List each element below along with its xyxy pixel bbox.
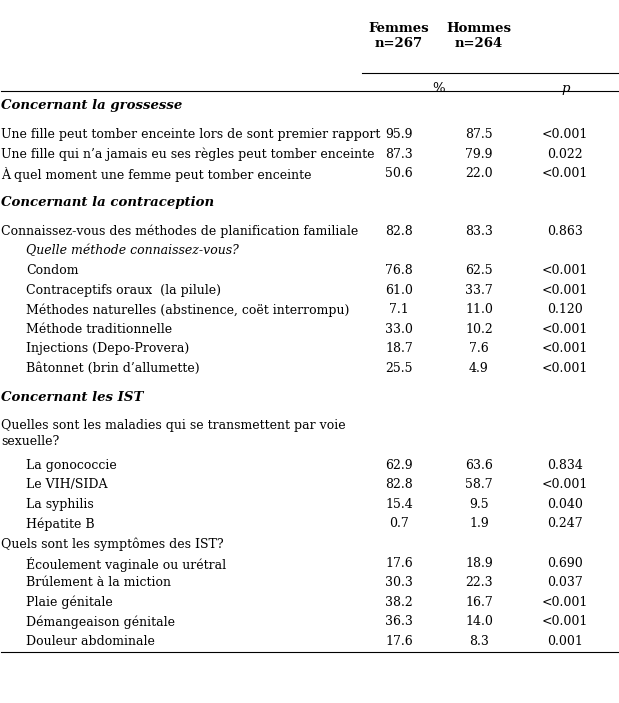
Text: 22.0: 22.0 xyxy=(465,167,493,181)
Text: Plaie génitale: Plaie génitale xyxy=(26,596,113,610)
Text: <0.001: <0.001 xyxy=(542,264,589,277)
Text: 76.8: 76.8 xyxy=(385,264,413,277)
Text: 9.5: 9.5 xyxy=(469,498,489,511)
Text: 87.3: 87.3 xyxy=(385,148,413,161)
Text: 61.0: 61.0 xyxy=(385,283,413,297)
Text: 36.3: 36.3 xyxy=(385,616,413,628)
Text: 33.7: 33.7 xyxy=(465,283,493,297)
Text: Contraceptifs oraux  (la pilule): Contraceptifs oraux (la pilule) xyxy=(26,283,221,297)
Text: 38.2: 38.2 xyxy=(385,596,413,609)
Text: %: % xyxy=(433,82,445,95)
Text: 15.4: 15.4 xyxy=(385,498,413,511)
Text: À quel moment une femme peut tomber enceinte: À quel moment une femme peut tomber ence… xyxy=(1,167,312,182)
Text: 62.5: 62.5 xyxy=(465,264,493,277)
Text: 63.6: 63.6 xyxy=(465,458,493,472)
Text: 4.9: 4.9 xyxy=(469,362,489,375)
Text: 33.0: 33.0 xyxy=(385,323,413,336)
Text: Injections (Depo-Provera): Injections (Depo-Provera) xyxy=(26,342,189,356)
Text: Condom: Condom xyxy=(26,264,79,277)
Text: 16.7: 16.7 xyxy=(465,596,493,609)
Text: 0.120: 0.120 xyxy=(547,303,583,316)
Text: 87.5: 87.5 xyxy=(465,128,493,141)
Text: Femmes
n=267: Femmes n=267 xyxy=(368,22,429,51)
Text: 11.0: 11.0 xyxy=(465,303,493,316)
Text: Quelle méthode connaissez-vous?: Quelle méthode connaissez-vous? xyxy=(26,245,239,257)
Text: La gonococcie: La gonococcie xyxy=(26,458,117,472)
Text: Une fille peut tomber enceinte lors de sont premier rapport: Une fille peut tomber enceinte lors de s… xyxy=(1,128,381,141)
Text: <0.001: <0.001 xyxy=(542,616,589,628)
Text: Méthode traditionnelle: Méthode traditionnelle xyxy=(26,323,172,336)
Text: Écoulement vaginale ou urétral: Écoulement vaginale ou urétral xyxy=(26,557,226,572)
Text: <0.001: <0.001 xyxy=(542,478,589,491)
Text: La syphilis: La syphilis xyxy=(26,498,94,511)
Text: 0.863: 0.863 xyxy=(547,225,583,238)
Text: Le VIH/SIDA: Le VIH/SIDA xyxy=(26,478,108,491)
Text: Bâtonnet (brin d’allumette): Bâtonnet (brin d’allumette) xyxy=(26,362,200,375)
Text: Concernant la contraception: Concernant la contraception xyxy=(1,196,215,209)
Text: Démangeaison génitale: Démangeaison génitale xyxy=(26,616,175,629)
Text: 7.1: 7.1 xyxy=(389,303,409,316)
Text: 0.7: 0.7 xyxy=(389,517,409,531)
Text: 82.8: 82.8 xyxy=(385,225,413,238)
Text: 7.6: 7.6 xyxy=(469,342,489,356)
Text: 14.0: 14.0 xyxy=(465,616,493,628)
Text: p: p xyxy=(561,82,569,95)
Text: 0.040: 0.040 xyxy=(547,498,583,511)
Text: 50.6: 50.6 xyxy=(385,167,413,181)
Text: 0.037: 0.037 xyxy=(547,576,583,589)
Text: Hommes
n=264: Hommes n=264 xyxy=(446,22,511,51)
Text: 22.3: 22.3 xyxy=(465,576,493,589)
Text: 0.022: 0.022 xyxy=(547,148,583,161)
Text: 83.3: 83.3 xyxy=(465,225,493,238)
Text: Concernant la grossesse: Concernant la grossesse xyxy=(1,99,183,112)
Text: <0.001: <0.001 xyxy=(542,323,589,336)
Text: Brúlement à la miction: Brúlement à la miction xyxy=(26,576,171,589)
Text: 58.7: 58.7 xyxy=(465,478,493,491)
Text: 0.247: 0.247 xyxy=(547,517,583,531)
Text: 25.5: 25.5 xyxy=(385,362,413,375)
Text: 0.690: 0.690 xyxy=(547,557,583,569)
Text: Quels sont les symptômes des IST?: Quels sont les symptômes des IST? xyxy=(1,537,224,550)
Text: 62.9: 62.9 xyxy=(385,458,413,472)
Text: 95.9: 95.9 xyxy=(385,128,413,141)
Text: <0.001: <0.001 xyxy=(542,283,589,297)
Text: 17.6: 17.6 xyxy=(385,557,413,569)
Text: Méthodes naturelles (abstinence, coët interrompu): Méthodes naturelles (abstinence, coët in… xyxy=(26,303,349,316)
Text: 1.9: 1.9 xyxy=(469,517,489,531)
Text: Quelles sont les maladies qui se transmettent par voie
sexuelle?: Quelles sont les maladies qui se transme… xyxy=(1,420,346,449)
Text: Connaissez-vous des méthodes de planification familiale: Connaissez-vous des méthodes de planific… xyxy=(1,225,358,238)
Text: Concernant les IST: Concernant les IST xyxy=(1,391,144,404)
Text: 82.8: 82.8 xyxy=(385,478,413,491)
Text: 0.001: 0.001 xyxy=(547,635,583,648)
Text: Une fille qui n’a jamais eu ses règles peut tomber enceinte: Une fille qui n’a jamais eu ses règles p… xyxy=(1,148,375,161)
Text: 8.3: 8.3 xyxy=(469,635,489,648)
Text: 10.2: 10.2 xyxy=(465,323,493,336)
Text: 30.3: 30.3 xyxy=(385,576,413,589)
Text: <0.001: <0.001 xyxy=(542,167,589,181)
Text: <0.001: <0.001 xyxy=(542,596,589,609)
Text: 18.7: 18.7 xyxy=(385,342,413,356)
Text: 18.9: 18.9 xyxy=(465,557,493,569)
Text: Douleur abdominale: Douleur abdominale xyxy=(26,635,155,648)
Text: <0.001: <0.001 xyxy=(542,362,589,375)
Text: <0.001: <0.001 xyxy=(542,342,589,356)
Text: 0.834: 0.834 xyxy=(547,458,583,472)
Text: 17.6: 17.6 xyxy=(385,635,413,648)
Text: Hépatite B: Hépatite B xyxy=(26,517,95,531)
Text: <0.001: <0.001 xyxy=(542,128,589,141)
Text: 79.9: 79.9 xyxy=(465,148,493,161)
